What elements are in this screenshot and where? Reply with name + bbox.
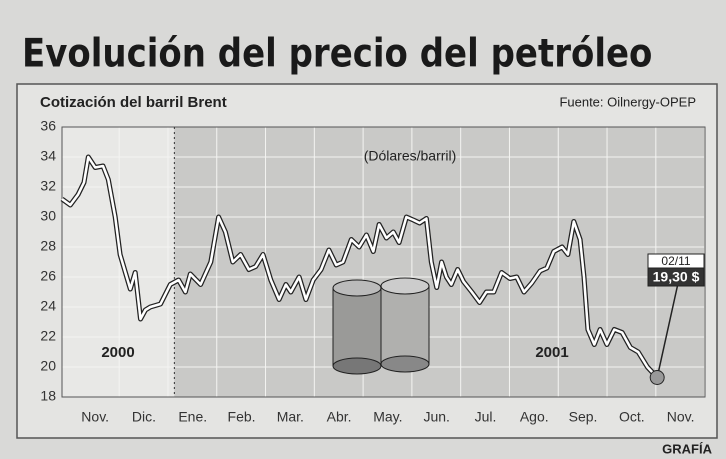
y-tick-label: 30 [40, 208, 56, 224]
x-tick-label: Jun. [423, 409, 449, 425]
annotation-pointer [656, 277, 680, 378]
x-tick-label: Jul. [475, 409, 497, 425]
x-tick-label: Ago. [520, 409, 549, 425]
y-tick-label: 20 [40, 358, 56, 374]
y-tick-label: 18 [40, 388, 56, 404]
subtitle: Cotización del barril Brent [40, 94, 227, 111]
plot-frame [61, 126, 706, 398]
x-tick-label: Abr. [327, 409, 352, 425]
y-axis-label: (Dólares/barril) [364, 148, 457, 164]
x-tick-label: Feb. [228, 409, 256, 425]
y-tick-label: 24 [40, 298, 56, 314]
annotation-value: 19,30 $ [653, 269, 700, 285]
line [61, 155, 659, 379]
annotation-value-box [647, 267, 705, 287]
x-tick-label: Dic. [132, 409, 156, 425]
chart-title: Evolución del precio del petróleo [22, 30, 652, 76]
x-tick-label: May. [373, 409, 402, 425]
plot-background [62, 127, 175, 397]
annotation-marker [649, 370, 665, 385]
x-tick-label: Nov. [81, 409, 109, 425]
x-tick-label: Oct. [619, 409, 645, 425]
x-tick-label: Nov. [667, 409, 695, 425]
plot-area: 18 20 22 24 26 28 30 32 34 36 Nov. Dic. Ene. Feb. Mar.… [40, 118, 706, 425]
y-tick-label: 36 [40, 118, 56, 134]
period-label: 2001 [535, 344, 568, 361]
x-tick-label: Mar. [277, 409, 304, 425]
credit: GRAFÍA [662, 441, 712, 456]
y-tick-label: 32 [40, 178, 56, 194]
barrels [332, 277, 430, 375]
y-tick-label: 26 [40, 268, 56, 284]
source: Fuente: Oilnergy-OPEP [559, 94, 696, 109]
annotation-date: 02/11 [661, 254, 690, 268]
y-tick-label: 34 [40, 148, 56, 164]
y-tick-label: 28 [40, 238, 56, 254]
period-label: 2000 [101, 344, 134, 361]
y-tick-label: 22 [40, 328, 56, 344]
x-tick-label: Sep. [569, 409, 598, 425]
x-tick-label: Ene. [178, 409, 207, 425]
